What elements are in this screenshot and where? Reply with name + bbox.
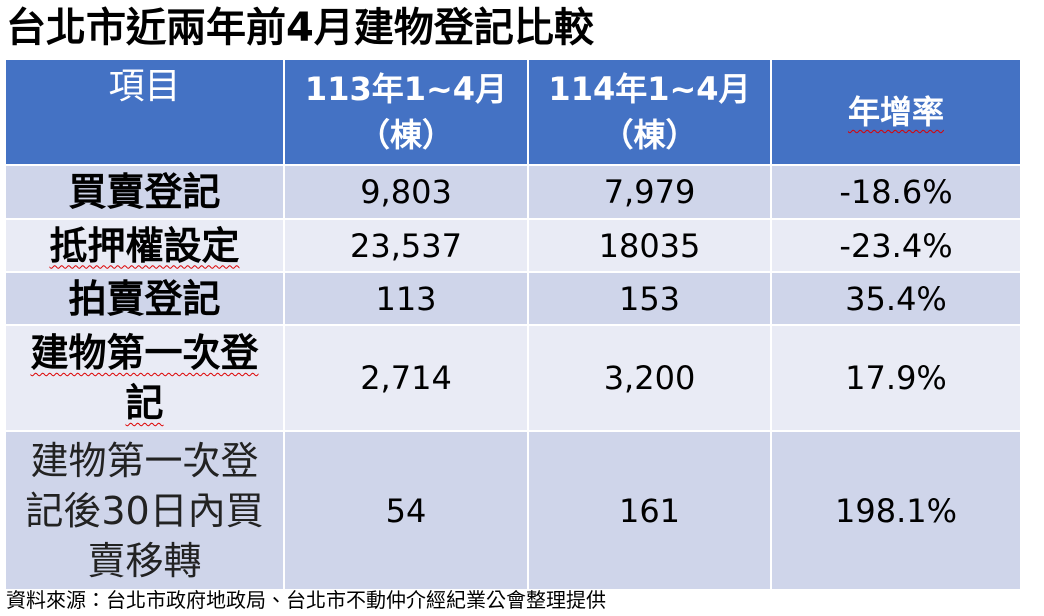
cell: 23,537 xyxy=(283,218,529,273)
cell: 198.1% xyxy=(770,430,1022,591)
row-label-text: 抵押權設定 xyxy=(49,223,240,268)
header-cell: 113年1~4月 （棟） xyxy=(283,58,529,166)
row-label: 建物第一次登記後30日內買賣移轉 xyxy=(4,430,285,591)
table-body: 買賣登記 9,803 7,979 -18.6% 抵押權設定 23,537 18035 -23.… xyxy=(4,164,1022,591)
table-row: 買賣登記 9,803 7,979 -18.6% xyxy=(4,164,1022,220)
cell: 113 xyxy=(283,271,529,326)
table-row: 建物第一次登記後30日內買賣移轉 54 161 198.1% xyxy=(4,430,1022,591)
cell: 7,979 xyxy=(527,164,772,220)
row-label: 抵押權設定 xyxy=(4,218,285,273)
source-note: 資料來源：台北市政府地政局、台北市不動仲介經紀業公會整理提供 xyxy=(6,588,606,612)
header-cell: 年增率 xyxy=(770,58,1022,166)
title: 台北市近兩年前4月建物登記比較 xyxy=(6,5,594,51)
header-row: 項目 113年1~4月 （棟） 114年1~4月 （棟） 年增率 xyxy=(4,58,1022,166)
header-text: 年增率 xyxy=(847,93,944,131)
table-row: 抵押權設定 23,537 18035 -23.4% xyxy=(4,218,1022,273)
row-label: 建物第一次登記 xyxy=(4,324,285,432)
cell: 35.4% xyxy=(770,271,1022,326)
cell: 3,200 xyxy=(527,324,772,432)
data-table: 項目 113年1~4月 （棟） 114年1~4月 （棟） 年增率 買賣登記 9,803 7… xyxy=(4,58,1022,591)
table-row: 拍賣登記 113 153 35.4% xyxy=(4,271,1022,326)
cell: -23.4% xyxy=(770,218,1022,273)
cell: 161 xyxy=(527,430,772,591)
cell: 17.9% xyxy=(770,324,1022,432)
row-label-text: 建物第一次登記 xyxy=(30,331,259,425)
cell: -18.6% xyxy=(770,164,1022,220)
cell: 18035 xyxy=(527,218,772,273)
row-label: 買賣登記 xyxy=(4,164,285,220)
header-cell: 114年1~4月 （棟） xyxy=(527,58,772,166)
row-label: 拍賣登記 xyxy=(4,271,285,326)
cell: 54 xyxy=(283,430,529,591)
table-row: 建物第一次登記 2,714 3,200 17.9% xyxy=(4,324,1022,432)
cell: 153 xyxy=(527,271,772,326)
header-cell: 項目 xyxy=(4,58,285,166)
cell: 2,714 xyxy=(283,324,529,432)
cell: 9,803 xyxy=(283,164,529,220)
